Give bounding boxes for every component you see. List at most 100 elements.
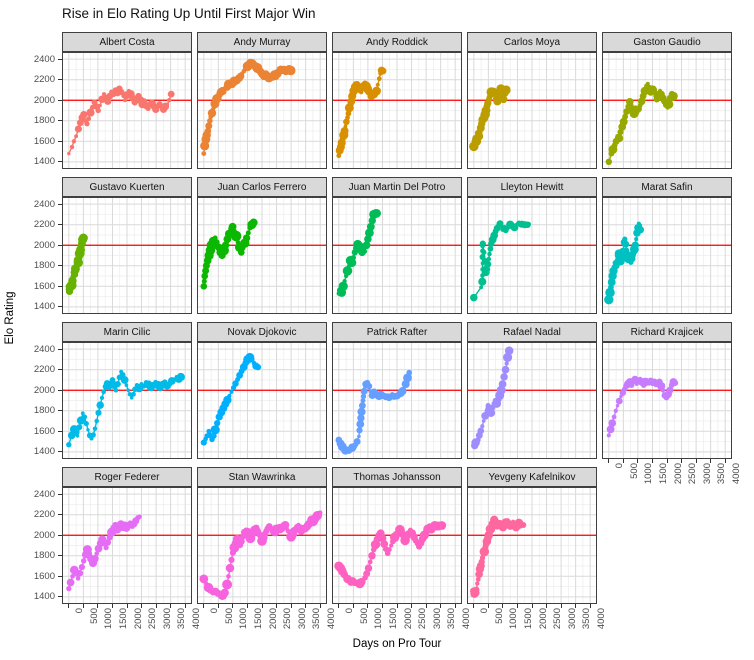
x-tick-label: 3000	[161, 608, 173, 630]
x-tick-label: 3000	[431, 608, 443, 630]
axis-tick-mark	[531, 604, 533, 608]
y-tick-label: 1600	[33, 280, 55, 292]
axis-tick-mark	[58, 306, 62, 308]
y-tick-label: 2400	[33, 53, 55, 65]
axis-tick-mark	[58, 265, 62, 267]
facet-strip-carlos-moya: Carlos Moya	[467, 32, 597, 52]
facet-panel-novak-djokovic	[197, 342, 327, 459]
axis-tick-mark	[68, 604, 70, 608]
facet-strip-andy-murray: Andy Murray	[197, 32, 327, 52]
x-tick-label: 1000	[373, 608, 385, 630]
facet-panel-andy-roddick	[332, 52, 462, 169]
x-tick-label: 4000	[190, 608, 202, 630]
axis-tick-mark	[58, 514, 62, 516]
axis-tick-mark	[502, 604, 504, 608]
y-tick-label: 2200	[33, 509, 55, 521]
x-tick-label: 1000	[238, 608, 250, 630]
x-tick-label: 2000	[672, 463, 684, 485]
facet-strip-gaston-gaudio: Gaston Gaudio	[602, 32, 732, 52]
facet-strip-rafael-nadal: Rafael Nadal	[467, 322, 597, 342]
y-tick-label: 2000	[33, 384, 55, 396]
plot-title: Rise in Elo Rating Up Until First Major …	[62, 6, 316, 21]
x-tick-label: 1000	[508, 608, 520, 630]
x-tick-label: 0	[614, 463, 626, 469]
facet-panel-roger-federer	[62, 487, 192, 604]
axis-tick-mark	[82, 604, 84, 608]
axis-tick-mark	[58, 285, 62, 287]
axis-tick-mark	[232, 604, 234, 608]
x-tick-label: 2000	[267, 608, 279, 630]
facet-strip-richard-krajicek: Richard Krajicek	[602, 322, 732, 342]
y-tick-label: 1400	[33, 156, 55, 168]
y-tick-label: 1800	[33, 260, 55, 272]
facet-panel-yevgeny-kafelnikov	[467, 487, 597, 604]
axis-tick-mark	[290, 604, 292, 608]
y-tick-label: 2200	[33, 74, 55, 86]
facet-panel-carlos-moya	[467, 52, 597, 169]
axis-tick-mark	[381, 604, 383, 608]
axis-tick-mark	[111, 604, 113, 608]
axis-tick-mark	[695, 459, 697, 463]
y-tick-label: 1600	[33, 425, 55, 437]
x-tick-label: 2500	[552, 608, 564, 630]
facet-panel-juan-martin-del-potro	[332, 197, 462, 314]
axis-tick-mark	[454, 604, 456, 608]
axis-tick-mark	[575, 604, 577, 608]
facet-strip-stan-wawrinka: Stan Wawrinka	[197, 467, 327, 487]
facet-panel-marin-cilic	[62, 342, 192, 459]
x-tick-label: 2000	[537, 608, 549, 630]
axis-tick-mark	[58, 348, 62, 350]
y-tick-label: 1400	[33, 446, 55, 458]
y-tick-label: 2400	[33, 198, 55, 210]
axis-tick-mark	[141, 604, 143, 608]
axis-tick-mark	[58, 493, 62, 495]
x-tick-label: 4000	[730, 463, 742, 485]
facet-panel-juan-carlos-ferrero	[197, 197, 327, 314]
x-tick-label: 0	[344, 608, 356, 614]
axis-tick-mark	[261, 604, 263, 608]
x-tick-label: 500	[88, 608, 100, 624]
facet-panel-thomas-johansson	[332, 487, 462, 604]
facet-strip-lleyton-hewitt: Lleyton Hewitt	[467, 177, 597, 197]
x-tick-label: 2500	[417, 608, 429, 630]
axis-tick-mark	[58, 389, 62, 391]
axis-tick-mark	[637, 459, 639, 463]
facet-panel-richard-krajicek	[602, 342, 732, 459]
axis-tick-mark	[58, 596, 62, 598]
axis-tick-mark	[608, 459, 610, 463]
x-tick-label: 0	[209, 608, 221, 614]
axis-tick-mark	[352, 604, 354, 608]
facet-strip-juan-martin-del-potro: Juan Martin Del Potro	[332, 177, 462, 197]
x-tick-label: 0	[74, 608, 86, 614]
facet-panel-stan-wawrinka	[197, 487, 327, 604]
axis-tick-mark	[155, 604, 157, 608]
axis-tick-mark	[651, 459, 653, 463]
y-tick-label: 1400	[33, 301, 55, 313]
x-tick-label: 2000	[132, 608, 144, 630]
axis-tick-mark	[58, 79, 62, 81]
axis-tick-mark	[58, 555, 62, 557]
y-tick-label: 1600	[33, 570, 55, 582]
axis-tick-mark	[58, 534, 62, 536]
facet-panel-marat-safin	[602, 197, 732, 314]
facet-strip-patrick-rafter: Patrick Rafter	[332, 322, 462, 342]
facet-strip-roger-federer: Roger Federer	[62, 467, 192, 487]
y-tick-label: 1800	[33, 550, 55, 562]
x-tick-label: 2500	[687, 463, 699, 485]
axis-tick-mark	[58, 120, 62, 122]
axis-tick-mark	[58, 244, 62, 246]
facet-panel-albert-costa	[62, 52, 192, 169]
axis-tick-mark	[589, 604, 591, 608]
y-tick-label: 1800	[33, 405, 55, 417]
axis-tick-mark	[681, 459, 683, 463]
y-tick-label: 2200	[33, 364, 55, 376]
axis-tick-mark	[58, 430, 62, 432]
y-tick-label: 2000	[33, 239, 55, 251]
y-tick-label: 1800	[33, 115, 55, 127]
axis-tick-mark	[276, 604, 278, 608]
facet-strip-novak-djokovic: Novak Djokovic	[197, 322, 327, 342]
axis-tick-mark	[58, 99, 62, 101]
facet-panel-lleyton-hewitt	[467, 197, 597, 314]
y-tick-label: 2200	[33, 219, 55, 231]
